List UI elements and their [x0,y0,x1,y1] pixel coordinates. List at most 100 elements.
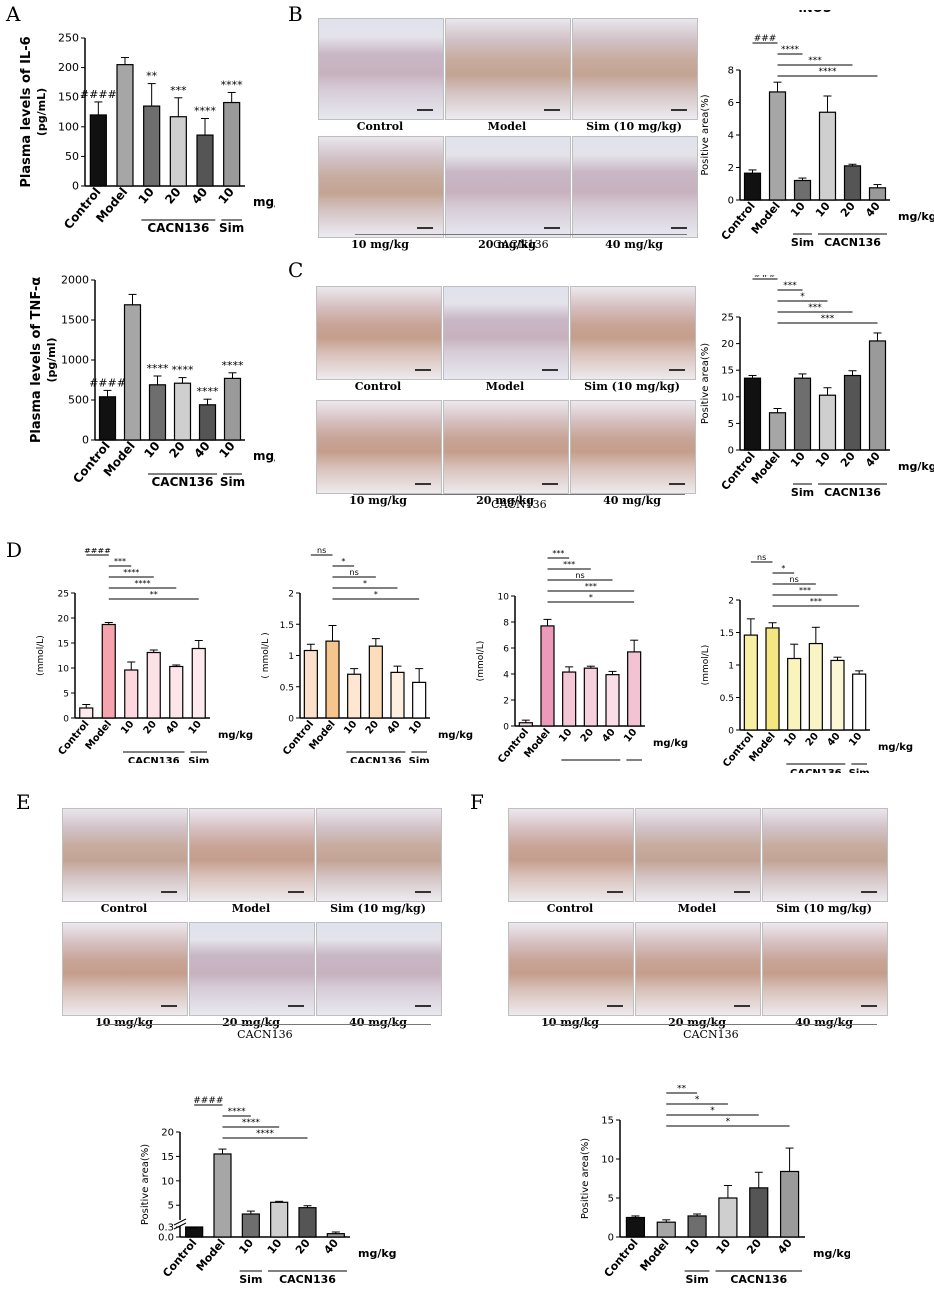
scale-bar [415,891,431,893]
y-tick-label: 2000 [61,274,89,287]
bracket-label: *** [552,549,564,558]
category-label: Model [637,1237,671,1274]
y-tick-label: 6 [503,645,509,655]
category-label: Model [194,1237,228,1274]
micrograph-b-2 [572,18,698,120]
y-tick-label: 0.0 [158,1233,174,1244]
category-label: 10 [119,719,136,737]
panel-letter-e: E [16,790,31,814]
scale-bar [861,1005,877,1007]
bar [79,707,94,719]
significance-label: *** [170,84,187,97]
y-tick-label: 0 [728,196,734,207]
bar [625,1216,646,1238]
bar [213,1153,232,1238]
micrograph-label: 40 mg/kg [795,1016,853,1029]
bar [518,722,533,727]
bracket-label: **** [228,1107,247,1117]
bar [390,671,405,719]
scale-bar [542,369,558,371]
bracket-label: ### [754,34,777,44]
micrograph-c-2 [570,286,696,380]
bar [303,649,318,719]
unit-label: mg/kg [253,195,275,209]
category-label: 10 [187,719,204,737]
y-tick-label: 0 [728,727,734,737]
micrograph-label: Control [356,120,404,133]
y-axis-label: ( mmol/L ) [261,632,271,678]
micrograph-label: Model [487,120,527,133]
y-tick-label: 0.5 [280,683,294,693]
bar [148,384,167,441]
bracket-label: ** [677,1085,687,1094]
category-label: 40 [191,439,212,461]
scale-bar [542,483,558,485]
bar [98,396,117,441]
category-label: 10 [342,719,359,737]
category-label: 40 [385,719,402,737]
micrograph-label: 10 mg/kg [351,238,409,251]
y-tick-label: 10 [498,593,510,603]
bar [818,394,837,451]
micrograph-e-5 [316,922,442,1016]
bar [241,1213,260,1238]
bar [830,659,845,731]
micrograph-b-5 [572,136,698,238]
y-tick-label: 150 [58,91,79,104]
y-tick-label: 6 [728,98,734,109]
y-tick-label: 25 [721,313,734,324]
bracket-label: *** [585,582,597,591]
bracket-label: **** [819,67,838,77]
category-label: 20 [838,449,858,469]
bar [325,640,340,719]
category-label: 10 [847,731,864,749]
y-tick-label: 0 [288,715,294,725]
bracket-label: *** [563,560,575,569]
y-tick-label: 0 [728,446,734,457]
bar [749,1187,769,1238]
y-tick-label: 15 [161,1152,174,1163]
group-label: Sim [219,221,244,235]
bar [412,681,427,719]
micrograph-label: Sim (10 mg/kg) [330,902,426,915]
bar [124,669,139,719]
bar [868,187,887,201]
bar [169,665,184,719]
scale-bar [671,109,687,111]
scale-bar [544,227,560,229]
micrograph-label: 10 mg/kg [349,494,407,507]
significance-label: **** [221,78,244,91]
bracket-label: ns [350,568,359,577]
unit-label: mg/kg [438,730,473,741]
panel-letter-a: A [6,2,21,26]
y-tick-label: 0 [608,1233,614,1244]
scale-bar [288,891,304,893]
category-label: 10 [557,727,574,745]
bar [818,111,837,201]
panel-letter-f: F [470,790,484,814]
y-tick-label: 15 [58,640,69,650]
scale-bar [417,227,433,229]
y-tick-label: 5 [63,690,69,700]
y-tick-label: 0.3 [158,1223,174,1234]
bracket-label: *** [114,557,126,566]
bar [768,91,787,201]
bar [101,623,116,719]
bar [843,374,862,451]
y-tick-label: 1000 [61,354,89,367]
group-underline [353,494,685,495]
category-label: 20 [162,185,183,207]
group-label: CACN136 [491,498,547,511]
y-tick-label: 20 [161,1128,174,1139]
scale-bar [671,227,687,229]
group-label: CACN136 [493,238,549,251]
bracket-label: **** [256,1129,275,1139]
category-label: 40 [321,1236,341,1256]
micrograph-e-4 [189,922,315,1016]
category-label: Control [61,185,104,232]
category-label: 10 [216,185,237,207]
group-label: Sim [791,486,814,499]
bar [843,165,862,201]
category-label: 10 [136,185,157,207]
micrograph-f-1 [635,808,761,902]
